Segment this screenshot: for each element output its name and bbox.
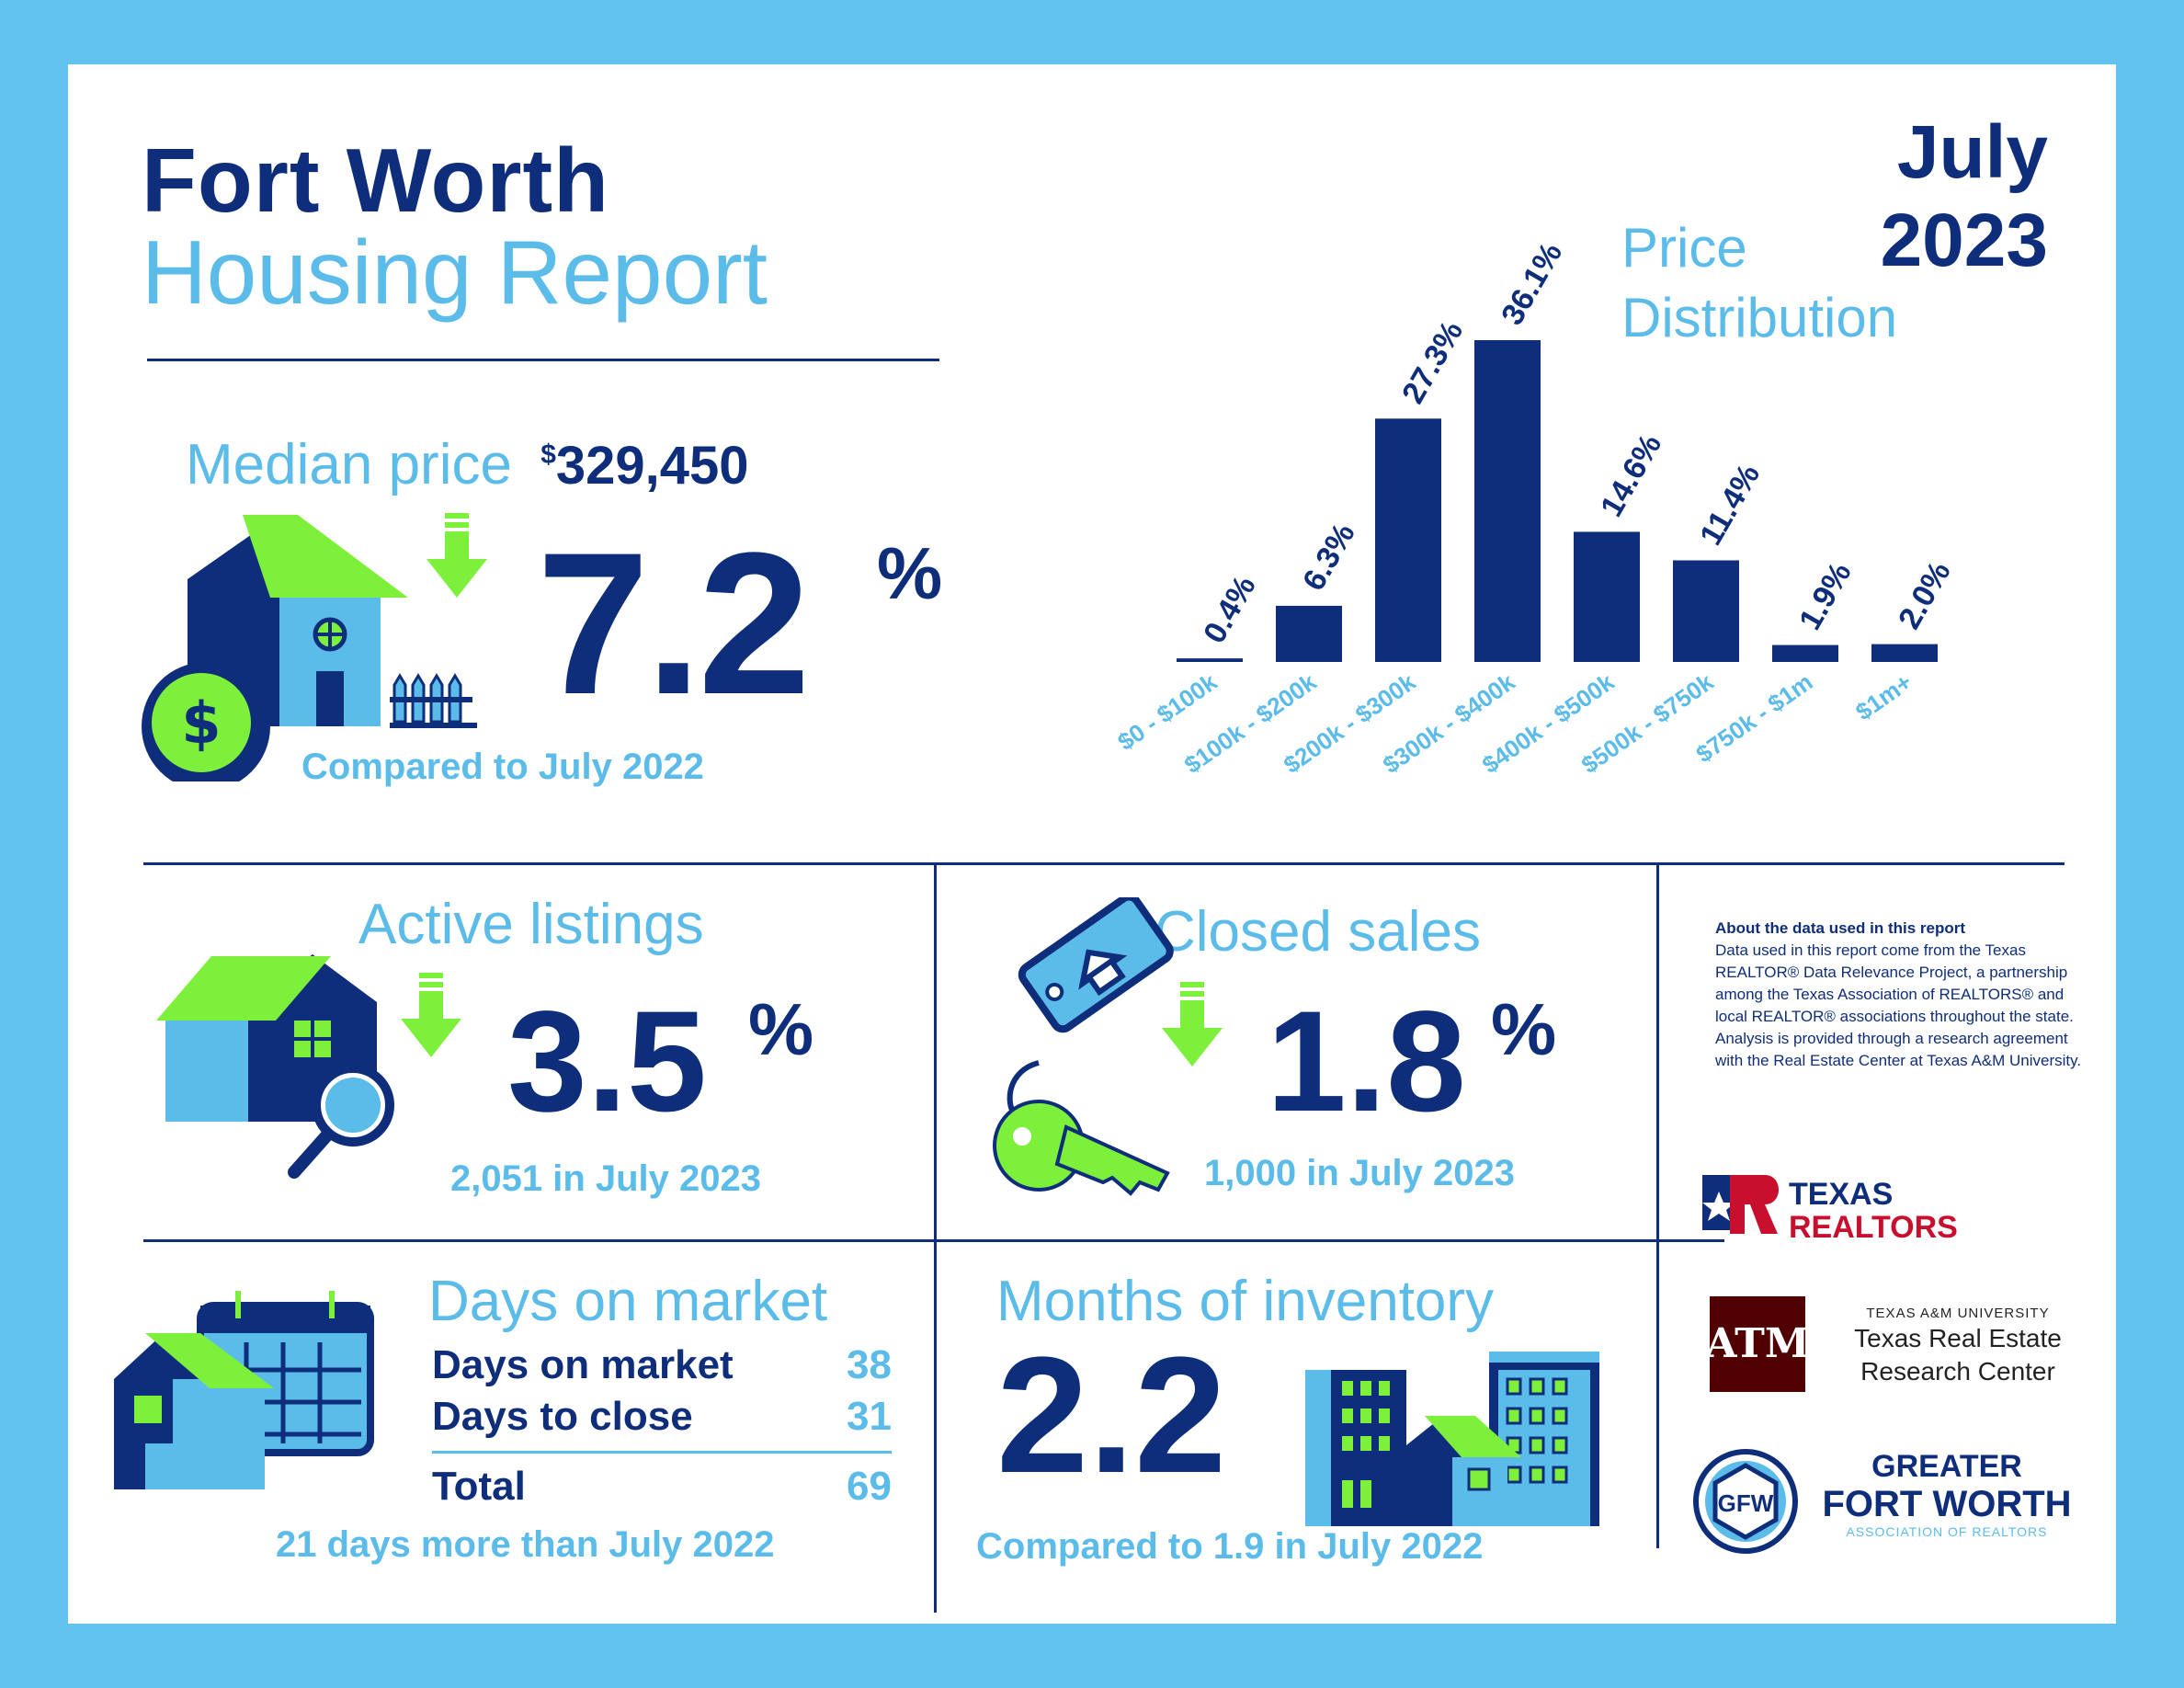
- bar-data-label: 14.6%: [1594, 428, 1668, 522]
- inventory-value: 2.2: [996, 1323, 1227, 1508]
- calendar-house-icon: [114, 1291, 374, 1489]
- tamu-logo-text: TEXAS A&M UNIVERSITY Texas Real Estate R…: [1820, 1306, 2096, 1387]
- tamu-line2: Texas Real Estate: [1854, 1324, 2062, 1352]
- chart-bar: [1375, 418, 1441, 662]
- texas-realtors-logo: TEXAS REALTORS: [1702, 1175, 1958, 1245]
- column-divider-left: [934, 862, 937, 1613]
- tamu-line3: Research Center: [1860, 1357, 2055, 1386]
- days-total-divider: [432, 1451, 892, 1454]
- svg-text:ATM: ATM: [1710, 1320, 1805, 1367]
- gfw-line2: FORT WORTH: [1822, 1484, 2072, 1524]
- median-label: Median price: [186, 433, 512, 496]
- closed-change: 1.8: [1267, 982, 1466, 1142]
- city-title: Fort Worth: [142, 130, 609, 231]
- svg-text:REALTORS: REALTORS: [1789, 1210, 1958, 1245]
- median-percent: %: [877, 532, 943, 614]
- gfw-logo-text: GREATER FORT WORTH ASSOCIATION OF REALTO…: [1809, 1449, 2085, 1539]
- chart-bar: [1276, 605, 1342, 662]
- days-total-value: 69: [847, 1464, 892, 1509]
- chart-title: Price Distribution: [1621, 213, 1897, 353]
- tamu-line1: TEXAS A&M UNIVERSITY: [1866, 1306, 2050, 1321]
- active-note: 2,051 in July 2023: [450, 1158, 762, 1199]
- tamu-logo-mark: ATM: [1710, 1296, 1805, 1392]
- days-label: Days on market: [428, 1270, 828, 1333]
- report-month: July: [1896, 110, 2048, 194]
- report-year: 2023: [1880, 199, 2048, 282]
- chart-title-line1: Price: [1621, 217, 1747, 279]
- median-label-row: Median price $329,450: [186, 432, 749, 497]
- chart-bar: [1871, 644, 1938, 662]
- days-total-row: Total 69: [432, 1464, 892, 1510]
- svg-text:$: $: [181, 690, 221, 757]
- chart-bar: [1772, 644, 1838, 662]
- days-note: 21 days more than July 2022: [276, 1524, 775, 1565]
- bar-data-label: 27.3%: [1395, 315, 1470, 409]
- closed-percent: %: [1491, 988, 1557, 1070]
- chart-bar: [1574, 531, 1640, 662]
- house-search-icon: [156, 954, 394, 1179]
- svg-text:TEXAS: TEXAS: [1789, 1177, 1893, 1212]
- bar-data-label: 36.1%: [1495, 237, 1569, 331]
- svg-text:GFW: GFW: [1718, 1489, 1774, 1517]
- about-heading: About the data used in this report: [1715, 919, 1966, 937]
- bar-data-label: 2.0%: [1892, 555, 1958, 634]
- chart-title-line2: Distribution: [1621, 287, 1898, 348]
- days-row: Days to close 31: [432, 1394, 892, 1440]
- active-change: 3.5: [507, 982, 707, 1142]
- gfw-logo-mark: GFW: [1693, 1449, 1798, 1554]
- median-currency: $: [540, 439, 556, 471]
- category-tick-label: $1m+: [1850, 667, 1917, 725]
- key-tag-icon: [993, 897, 1174, 1196]
- house-money-icon: $: [142, 515, 477, 781]
- closed-note: 1,000 in July 2023: [1204, 1153, 1516, 1193]
- active-percent: %: [748, 988, 814, 1070]
- about-body: Data used in this report come from the T…: [1715, 941, 2082, 1069]
- days-row-value: 31: [847, 1394, 892, 1439]
- bar-data-label: 11.4%: [1693, 459, 1767, 552]
- days-total-label: Total: [432, 1464, 526, 1509]
- buildings-icon: [1305, 1352, 1599, 1526]
- inventory-note: Compared to 1.9 in July 2022: [976, 1526, 1484, 1567]
- gfw-line3: ASSOCIATION OF REALTORS: [1846, 1524, 2048, 1539]
- days-row: Days on market 38: [432, 1342, 892, 1388]
- report-card: Fort Worth Housing Report July 2023 Medi…: [68, 64, 2116, 1624]
- arrow-down-icon: [427, 513, 487, 598]
- days-row-value: 38: [847, 1342, 892, 1387]
- gfw-line1: GREATER: [1871, 1449, 2022, 1484]
- median-note: Compared to July 2022: [301, 747, 704, 787]
- bar-data-label: 6.3%: [1296, 518, 1362, 597]
- bar-data-label: 0.4%: [1197, 570, 1263, 649]
- arrow-down-icon: [401, 973, 461, 1057]
- column-divider-right: [1656, 862, 1659, 1548]
- chart-bar: [1474, 340, 1541, 662]
- chart-bar: [1177, 658, 1243, 662]
- active-label: Active listings: [358, 893, 704, 956]
- arrow-down-icon: [1162, 982, 1223, 1066]
- median-change: 7.2: [537, 510, 811, 736]
- about-section: About the data used in this report Data …: [1715, 918, 2083, 1072]
- title-divider: [147, 359, 939, 361]
- days-row-label: Days on market: [432, 1342, 734, 1387]
- inventory-label: Months of inventory: [996, 1270, 1495, 1333]
- report-title: Housing Report: [142, 222, 768, 323]
- closed-label: Closed sales: [1155, 900, 1481, 964]
- report-date: July 2023: [1881, 108, 2048, 285]
- chart-bar: [1673, 560, 1739, 662]
- section-divider-top: [143, 862, 2065, 865]
- bar-data-label: 1.9%: [1792, 556, 1859, 635]
- days-row-label: Days to close: [432, 1394, 693, 1439]
- median-value: 329,450: [555, 436, 749, 496]
